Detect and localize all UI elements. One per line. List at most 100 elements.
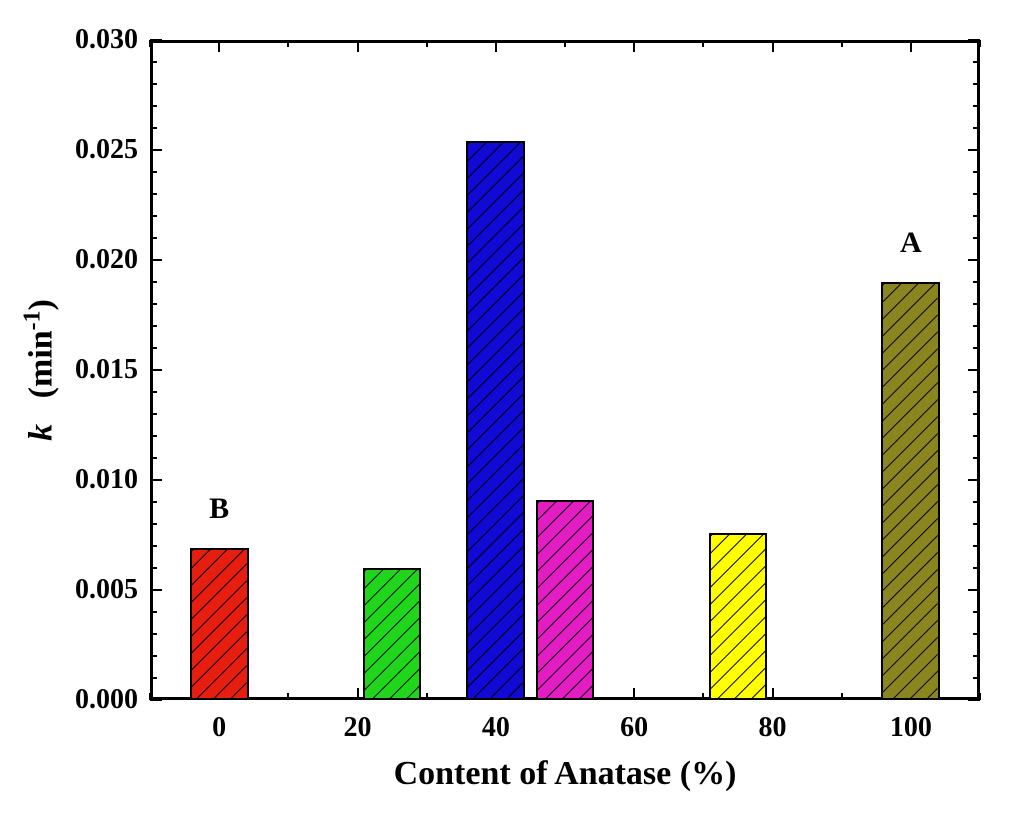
- y-tick: [150, 171, 157, 173]
- y-tick: [973, 215, 980, 217]
- y-tick: [968, 369, 980, 371]
- y-tick: [150, 237, 157, 239]
- annotation-label: B: [209, 492, 229, 526]
- y-axis-label-var: k: [23, 424, 60, 441]
- y-tick: [150, 369, 162, 371]
- y-tick: [150, 391, 157, 393]
- y-tick: [150, 83, 157, 85]
- y-tick: [150, 39, 162, 41]
- y-tick: [968, 589, 980, 591]
- y-tick-label: 0.015: [75, 354, 150, 386]
- bar: [190, 548, 249, 700]
- y-tick: [150, 457, 157, 459]
- y-tick: [150, 699, 162, 701]
- y-tick-label: 0.030: [75, 24, 150, 56]
- y-tick: [150, 589, 162, 591]
- x-tick: [702, 693, 704, 700]
- y-tick: [973, 325, 980, 327]
- x-tick: [357, 688, 359, 700]
- y-tick: [973, 413, 980, 415]
- bar: [709, 533, 768, 700]
- y-tick: [973, 61, 980, 63]
- y-tick: [973, 567, 980, 569]
- bar: [466, 141, 525, 700]
- y-tick: [150, 413, 157, 415]
- y-tick: [973, 127, 980, 129]
- y-tick: [150, 633, 157, 635]
- y-tick-label: 0.010: [75, 464, 150, 496]
- y-tick: [150, 127, 157, 129]
- y-tick: [973, 435, 980, 437]
- y-tick: [973, 677, 980, 679]
- y-tick: [973, 391, 980, 393]
- y-axis-label-unit-close: ): [23, 299, 60, 310]
- x-tick: [564, 40, 566, 47]
- y-tick: [150, 149, 162, 151]
- y-tick: [150, 61, 157, 63]
- y-tick: [150, 567, 157, 569]
- x-tick: [841, 40, 843, 47]
- y-tick: [150, 215, 157, 217]
- annotation-label: A: [900, 226, 922, 260]
- y-tick: [150, 105, 157, 107]
- y-tick: [973, 171, 980, 173]
- y-axis-label-sup: -1: [19, 311, 45, 331]
- x-tick: [633, 688, 635, 700]
- y-tick: [973, 83, 980, 85]
- bar: [536, 500, 595, 700]
- x-axis-label: Content of Anatase (%): [394, 755, 737, 793]
- x-tick: [287, 40, 289, 47]
- y-tick: [973, 545, 980, 547]
- y-tick-label: 0.000: [75, 684, 150, 716]
- y-tick-label: 0.020: [75, 244, 150, 276]
- y-tick: [968, 699, 980, 701]
- x-tick: [841, 693, 843, 700]
- x-tick: [287, 693, 289, 700]
- y-tick: [150, 523, 157, 525]
- y-tick: [973, 193, 980, 195]
- y-tick-label: 0.025: [75, 134, 150, 166]
- y-tick: [150, 501, 157, 503]
- y-tick: [973, 457, 980, 459]
- y-tick: [150, 325, 157, 327]
- x-tick-label: 0: [212, 700, 226, 744]
- x-tick: [218, 40, 220, 52]
- x-tick: [979, 40, 981, 47]
- y-tick: [150, 303, 157, 305]
- y-tick: [150, 655, 157, 657]
- x-tick: [772, 688, 774, 700]
- y-tick: [973, 611, 980, 613]
- x-tick-label: 60: [620, 700, 648, 744]
- y-tick: [150, 281, 157, 283]
- y-tick: [973, 281, 980, 283]
- x-tick: [910, 40, 912, 52]
- y-tick: [150, 347, 157, 349]
- y-tick: [150, 545, 157, 547]
- y-tick: [973, 237, 980, 239]
- y-tick: [150, 259, 162, 261]
- x-tick-label: 40: [482, 700, 510, 744]
- y-tick: [968, 259, 980, 261]
- x-tick: [426, 693, 428, 700]
- y-tick: [150, 611, 157, 613]
- y-tick: [973, 633, 980, 635]
- x-tick: [702, 40, 704, 47]
- x-tick-label: 80: [759, 700, 787, 744]
- y-tick: [968, 479, 980, 481]
- y-tick: [150, 479, 162, 481]
- y-tick: [973, 501, 980, 503]
- x-tick-label: 20: [344, 700, 372, 744]
- y-tick: [973, 303, 980, 305]
- x-tick: [426, 40, 428, 47]
- y-tick: [150, 677, 157, 679]
- plot-area: 0204060801000.0000.0050.0100.0150.0200.0…: [150, 40, 980, 700]
- y-tick: [973, 105, 980, 107]
- x-tick: [633, 40, 635, 52]
- y-tick: [973, 523, 980, 525]
- x-tick: [495, 40, 497, 52]
- y-axis-label: k (min-1): [19, 299, 60, 441]
- bar: [881, 282, 940, 700]
- bar-chart: 0204060801000.0000.0050.0100.0150.0200.0…: [0, 0, 1024, 823]
- y-tick: [973, 655, 980, 657]
- x-tick-label: 100: [890, 700, 932, 744]
